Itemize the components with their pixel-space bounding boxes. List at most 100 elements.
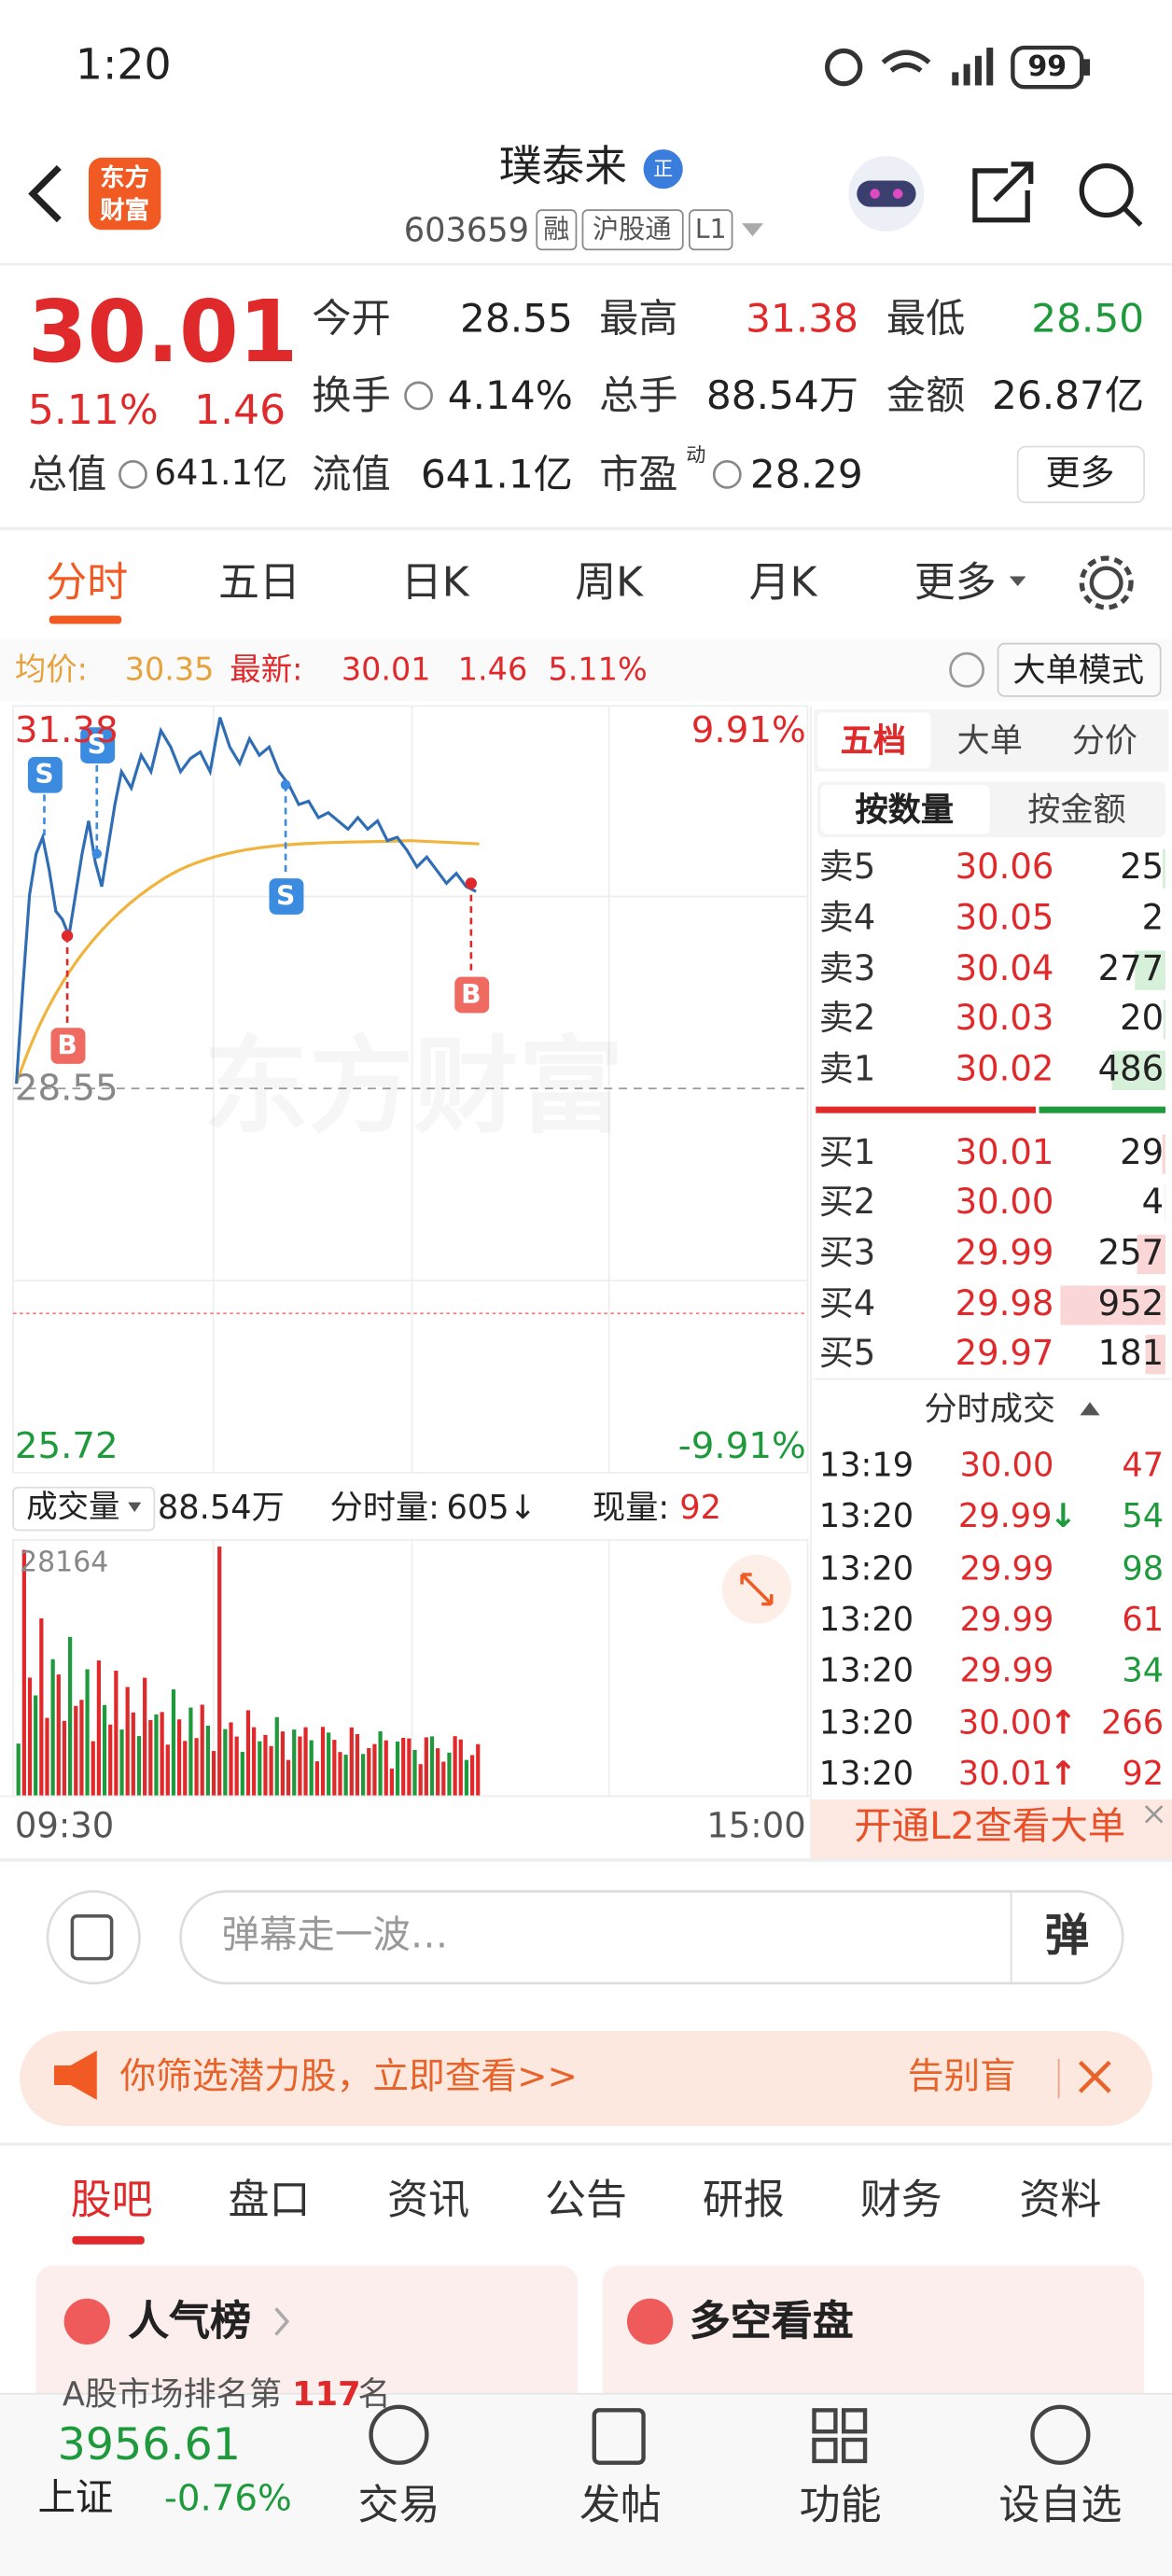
volume-bar-decor [412,1749,417,1797]
section-tab[interactable]: 股吧 [70,2175,153,2223]
vol-select[interactable] [12,1486,156,1532]
volume-bar-decor [27,1677,33,1797]
index-change: -0.76% [163,2478,292,2520]
mode-button[interactable]: 大单模式 [1012,650,1145,690]
volume-bar-decor [16,1743,21,1797]
info-last: 30.01 [341,651,431,688]
card-rank: 117 [292,2373,361,2414]
section-tab[interactable]: 资讯 [387,2175,470,2223]
more-button[interactable]: 更多 [1045,454,1115,494]
avg-line [15,839,480,1085]
minute-vol-label: 分时量: [329,1487,440,1527]
comment-button[interactable]: 弹 [1044,1911,1090,1962]
volume-bar-decor [338,1752,342,1797]
logo [88,157,161,231]
minute-vol: 605↓ [446,1487,537,1527]
trade-volume: 54 [1122,1496,1165,1536]
chart-low-pct: -9.91% [677,1426,806,1468]
panel-tab[interactable]: 大单 [956,721,1023,761]
trade-time: 13:20 [818,1496,914,1536]
volume-bar-decor [50,1659,55,1797]
volume-bar-decor [407,1738,412,1797]
tab[interactable]: 更多 [914,558,997,607]
trade-price: 29.99 [959,1650,1054,1690]
time-start: 09:30 [14,1806,115,1846]
banner-close[interactable] [1078,2060,1111,2093]
l2-bg[interactable] [810,1799,1172,1859]
section-tab[interactable]: 研报 [702,2175,785,2223]
now-vol-label: 现量: [593,1487,670,1527]
volume-bar-decor [91,1741,95,1797]
trades-title: 分时成交 [924,1389,1056,1429]
card[interactable] [35,2265,579,2414]
volume-bar-decor [458,1739,463,1797]
nav-item[interactable]: 发帖 [579,2481,662,2529]
mode-button[interactable] [997,642,1162,697]
book-label: 卖4 [818,898,876,939]
tab[interactable]: 分时 [46,558,129,607]
nav-item[interactable]: 设自选 [998,2481,1123,2529]
volume-bar-decor [378,1730,383,1797]
wifi [881,49,931,73]
volume-bar-decor [148,1719,153,1797]
book-label: 卖2 [818,999,876,1039]
banner-text[interactable]: 你筛选潜力股，立即查看>> [119,2056,578,2098]
trade-volume: 47 [1122,1445,1165,1485]
book-label: 卖1 [818,1049,876,1089]
card-line: 名 [357,2373,391,2414]
banner-bg[interactable] [20,2031,1152,2127]
nav-item[interactable]: 功能 [799,2481,882,2529]
tab[interactable]: 日K [400,558,469,607]
trade-marker: S [35,759,54,791]
volume-bar-decor [160,1712,164,1797]
tab[interactable]: 月K [748,558,817,607]
field-value: 641.1亿 [154,454,288,494]
field-label: 金额 [886,371,966,418]
trade-price: 30.00 [957,1701,1053,1742]
volume-bar-decor [125,1687,130,1797]
more-button[interactable] [1016,445,1145,504]
tab[interactable]: 周K [575,558,644,607]
volume-bar-decor [464,1759,469,1797]
volume-bar-decor [154,1714,159,1797]
panel-tab[interactable]: 分价 [1071,721,1138,761]
badge [643,149,683,189]
section-tab[interactable]: 公告 [545,2175,627,2223]
book-price: 29.98 [955,1284,1054,1324]
trade-marker: B [461,979,481,1011]
back[interactable] [28,164,62,223]
book-volume: 29 [1120,1133,1165,1173]
volume-bar-decor [194,1738,199,1797]
section-tab[interactable]: 资料 [1019,2175,1102,2223]
volume-bar-decor [395,1741,400,1797]
panel-mode[interactable]: 按数量 [855,790,955,830]
tab[interactable]: 五日 [217,558,300,607]
book-volume: 4 [1141,1183,1165,1223]
section-tab[interactable]: 财务 [859,2175,942,2223]
dropdown[interactable] [742,223,763,237]
depth-bar [1111,1050,1165,1091]
nav-item[interactable]: 交易 [357,2481,440,2529]
volume-bar-decor [217,1547,222,1797]
volume-bar-decor [367,1747,371,1797]
volume-bar-decor [436,1748,440,1797]
comment-input[interactable] [179,1890,1124,1985]
settings[interactable] [1089,566,1123,600]
field-label: 换手 [312,371,391,418]
volume-bar-decor [183,1741,188,1797]
field-value: 28.50 [1031,294,1145,342]
book-price: 30.00 [955,1183,1054,1223]
l2-link[interactable]: 开通L2查看大单 [854,1806,1126,1850]
panel-mode[interactable]: 按金额 [1027,790,1126,830]
volume-bar-decor [62,1720,67,1797]
section-tab[interactable]: 盘口 [228,2175,311,2223]
volume-bar-decor [320,1727,326,1797]
comment-icon[interactable] [46,1890,141,1985]
search[interactable] [1079,163,1134,218]
panel-tab[interactable]: 五档 [840,721,907,761]
card[interactable] [602,2265,1145,2414]
field-value: 31.38 [746,294,859,342]
share[interactable] [972,161,1034,223]
